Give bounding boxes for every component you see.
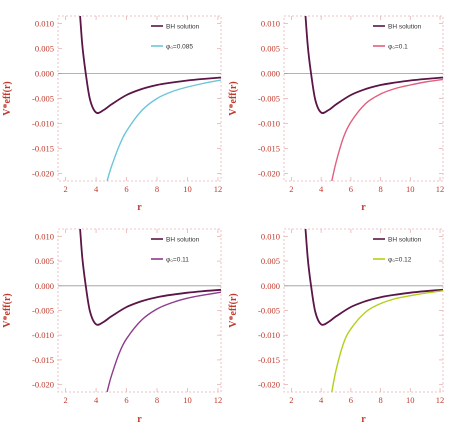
x-tick-label: 10: [183, 184, 192, 194]
series-line-phi0: [106, 79, 221, 181]
x-tick-label: 4: [94, 395, 99, 405]
y-tick-label: -0.010: [258, 119, 280, 129]
x-tick-label: 4: [94, 184, 99, 194]
y-tick-label: -0.010: [258, 330, 280, 340]
y-axis-label: V*eff(r): [228, 293, 239, 327]
panel-4: 0.010 0.005 0.000 -0.005 -0.010 -0.015 -0.020 2…: [228, 228, 445, 425]
panel-2: 0.010 0.005 0.000 -0.005 -0.010 -0.015 -0.020 2…: [228, 15, 445, 213]
legend-label: BH solution: [388, 24, 422, 31]
x-axis-label: r: [361, 202, 366, 213]
x-tick-label: 4: [319, 184, 324, 194]
y-tick-label: 0.010: [35, 19, 54, 29]
x-axis-label: r: [361, 414, 366, 425]
y-tick-label: -0.020: [258, 169, 280, 179]
series-line-bh-solution: [79, 16, 221, 114]
panel-3: 0.010 0.005 0.000 -0.005 -0.010 -0.015 -0.020 2…: [2, 228, 223, 425]
y-tick-label: 0.005: [35, 44, 54, 54]
y-tick-label: -0.005: [258, 306, 280, 316]
y-tick-label: 0.010: [261, 231, 280, 241]
x-tick-label: 2: [289, 395, 293, 405]
y-tick-label: 0.000: [35, 69, 54, 79]
x-tick-label: 8: [378, 395, 382, 405]
x-tick-label: 12: [436, 184, 445, 194]
x-tick-label: 2: [63, 184, 67, 194]
y-tick-label: 0.000: [35, 281, 54, 291]
series-line-bh-solution: [304, 229, 443, 326]
legend-label: BH solution: [388, 237, 422, 244]
y-tick-label: 0.000: [261, 69, 280, 79]
y-tick-label: -0.010: [32, 119, 54, 129]
y-tick-label: 0.005: [35, 256, 54, 266]
y-axis-label: V*eff(r): [2, 81, 13, 115]
y-tick-label: -0.015: [32, 355, 54, 365]
panel-1: 0.010 0.005 0.000 -0.005 -0.010 -0.015 -0.020 2…: [2, 15, 223, 213]
x-tick-label: 10: [183, 395, 192, 405]
x-tick-label: 10: [406, 395, 415, 405]
y-tick-label: 0.000: [261, 281, 280, 291]
x-axis-label: r: [137, 414, 142, 425]
y-tick-label: -0.020: [258, 380, 280, 390]
series-line-phi0: [106, 291, 221, 392]
legend-label: φ₀=0.11: [166, 257, 189, 264]
y-tick-label: 0.005: [261, 44, 280, 54]
y-tick-label: -0.005: [32, 94, 54, 104]
y-tick-label: -0.010: [32, 330, 54, 340]
y-tick-label: -0.015: [258, 144, 280, 154]
legend-label: BH solution: [166, 24, 200, 31]
y-axis-label: V*eff(r): [2, 293, 13, 327]
legend-label: φ₀=0.1: [388, 44, 408, 51]
x-tick-label: 2: [289, 184, 293, 194]
x-tick-label: 6: [124, 184, 128, 194]
x-tick-label: 12: [436, 395, 445, 405]
y-tick-label: 0.005: [261, 256, 280, 266]
legend-label: φ₀=0.12: [388, 257, 412, 264]
y-tick-label: -0.020: [32, 169, 54, 179]
series-line-phi0: [331, 78, 443, 181]
x-tick-label: 6: [349, 184, 353, 194]
x-tick-label: 6: [124, 395, 128, 405]
x-tick-label: 10: [406, 184, 415, 194]
legend-label: BH solution: [166, 237, 200, 244]
x-tick-label: 12: [214, 184, 223, 194]
y-tick-label: -0.015: [32, 144, 54, 154]
x-axis-label: r: [137, 202, 142, 213]
x-tick-label: 8: [155, 395, 159, 405]
x-tick-label: 2: [63, 395, 67, 405]
x-tick-label: 4: [319, 395, 324, 405]
y-tick-label: -0.015: [258, 355, 280, 365]
y-tick-label: -0.020: [32, 380, 54, 390]
x-tick-label: 8: [378, 184, 382, 194]
x-tick-label: 12: [214, 395, 223, 405]
legend-label: φ₀=0.085: [166, 44, 193, 51]
y-tick-label: -0.005: [258, 94, 280, 104]
y-tick-label: 0.010: [261, 19, 280, 29]
x-tick-label: 6: [349, 395, 353, 405]
x-tick-label: 8: [155, 184, 159, 194]
y-tick-label: -0.005: [32, 306, 54, 316]
y-tick-label: 0.010: [35, 231, 54, 241]
series-line-phi0: [331, 290, 443, 392]
series-line-bh-solution: [79, 229, 221, 326]
y-axis-label: V*eff(r): [228, 81, 239, 115]
series-line-bh-solution: [304, 16, 443, 114]
